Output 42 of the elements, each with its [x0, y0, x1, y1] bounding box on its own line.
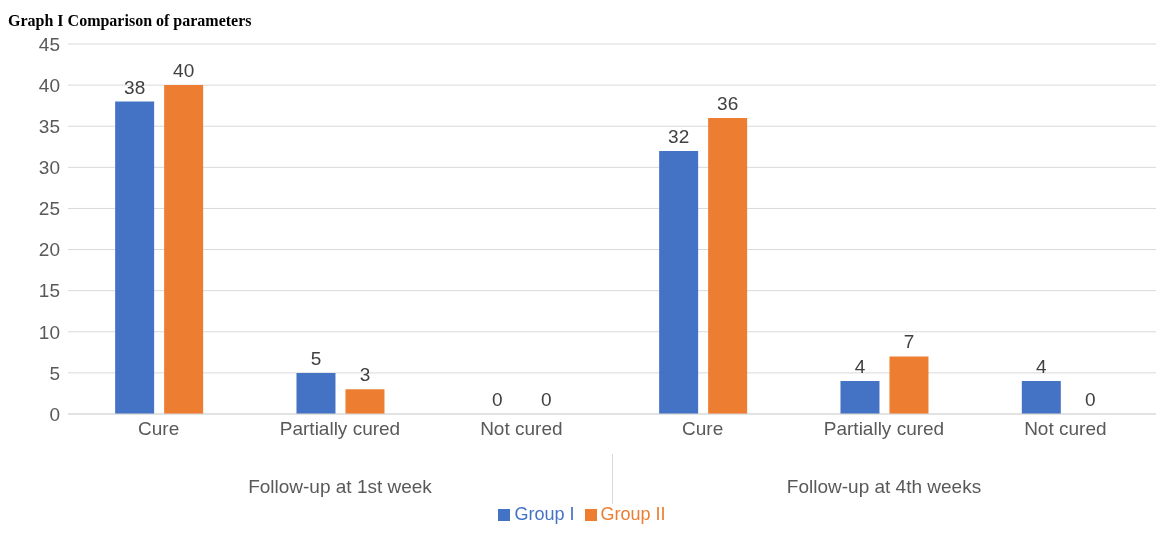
- x-tick-label: Partially cured: [823, 418, 945, 440]
- y-tick-label: 0: [49, 403, 60, 425]
- bar: [115, 101, 155, 414]
- y-tick-label: 15: [38, 280, 60, 302]
- y-tick-label: 5: [49, 362, 60, 384]
- legend-label: Group II: [600, 504, 666, 524]
- bar: [345, 389, 385, 414]
- x-tick-label: Cure: [682, 418, 724, 440]
- bar: [708, 118, 748, 414]
- x-tick-label: Not cured: [480, 418, 563, 440]
- bar: [1021, 381, 1061, 414]
- legend-label: Group I: [514, 504, 575, 524]
- y-tick-label: 25: [38, 198, 60, 220]
- data-label: 32: [668, 125, 690, 147]
- x-tick-label: Not cured: [1024, 418, 1107, 440]
- data-label: 36: [717, 93, 739, 114]
- data-label: 5: [310, 347, 322, 369]
- data-label: 4: [1036, 356, 1048, 378]
- bar: [840, 381, 880, 414]
- y-tick-label: 35: [38, 115, 60, 137]
- data-label: 4: [854, 356, 866, 378]
- y-tick-label: 20: [38, 239, 60, 261]
- y-tick-label: 45: [38, 33, 60, 55]
- bar: [296, 372, 336, 414]
- text: Follow-up at 1st week: [247, 476, 433, 498]
- x-tick-label: Cure: [138, 418, 180, 440]
- bar: [164, 85, 204, 414]
- x-tick-label: Partially cured: [279, 418, 401, 440]
- data-label: 0: [492, 388, 503, 410]
- data-label: 38: [124, 76, 146, 98]
- data-label: 3: [359, 364, 371, 386]
- data-label: 40: [173, 60, 195, 82]
- y-tick-label: 10: [38, 321, 60, 343]
- bar: [889, 356, 929, 414]
- data-label: 7: [903, 331, 915, 353]
- data-label: 0: [541, 388, 552, 410]
- y-tick-label: 40: [38, 74, 60, 96]
- data-label: 0: [1085, 388, 1096, 410]
- y-tick-label: 30: [38, 157, 60, 179]
- chart-title: Graph I Comparison of parameters: [8, 12, 252, 30]
- text: Follow-up at 4th weeks: [785, 476, 983, 498]
- bar: [659, 150, 699, 414]
